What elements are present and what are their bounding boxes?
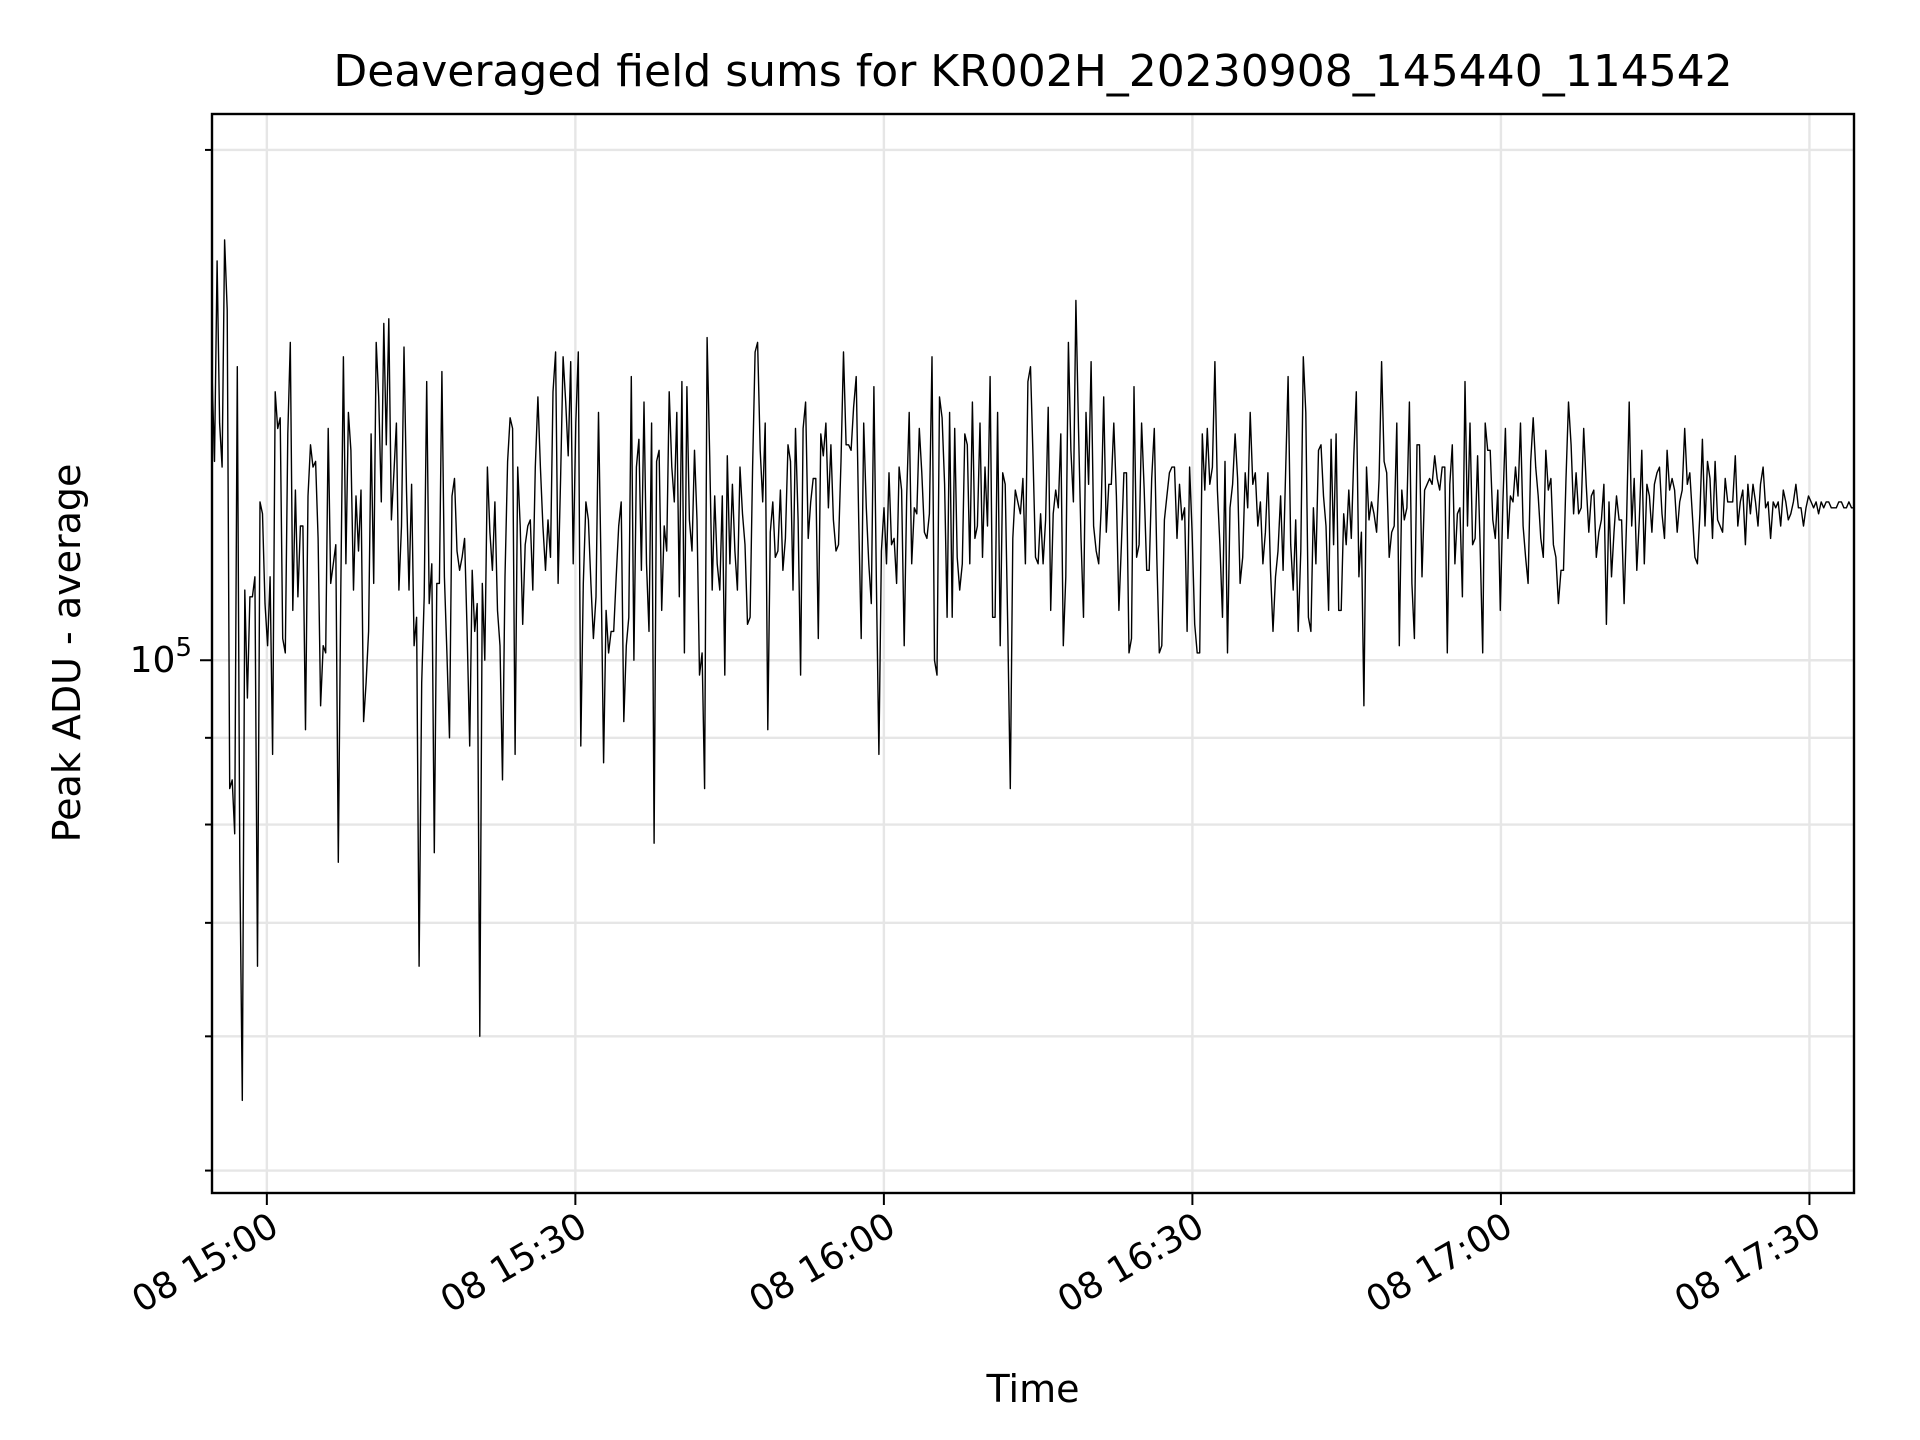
x-axis: 08 15:00 08 15:30 08 16:00 08 16:30 08 17:00…: [125, 1193, 1828, 1321]
x-tick-label: 08 17:30: [1668, 1205, 1828, 1321]
x-tick-label: 08 15:00: [125, 1205, 285, 1321]
series-line: [211, 239, 1854, 1102]
x-tick-label: 08 16:30: [1051, 1205, 1211, 1321]
chart-title: Deaveraged field sums for KR002H_2023090…: [333, 46, 1732, 97]
grid-lines: [212, 114, 1854, 1193]
x-tick-label: 08 16:00: [742, 1205, 902, 1321]
data-series: [211, 239, 1854, 1102]
y-tick-label: 105: [130, 633, 192, 681]
x-axis-label: Time: [986, 1367, 1080, 1411]
y-axis-label: Peak ADU - average: [45, 464, 89, 843]
y-axis: 105: [130, 148, 212, 1172]
plot-frame: [210, 112, 1856, 1195]
x-tick-label: 08 15:30: [434, 1205, 594, 1321]
x-tick-label: 08 17:00: [1359, 1205, 1519, 1321]
